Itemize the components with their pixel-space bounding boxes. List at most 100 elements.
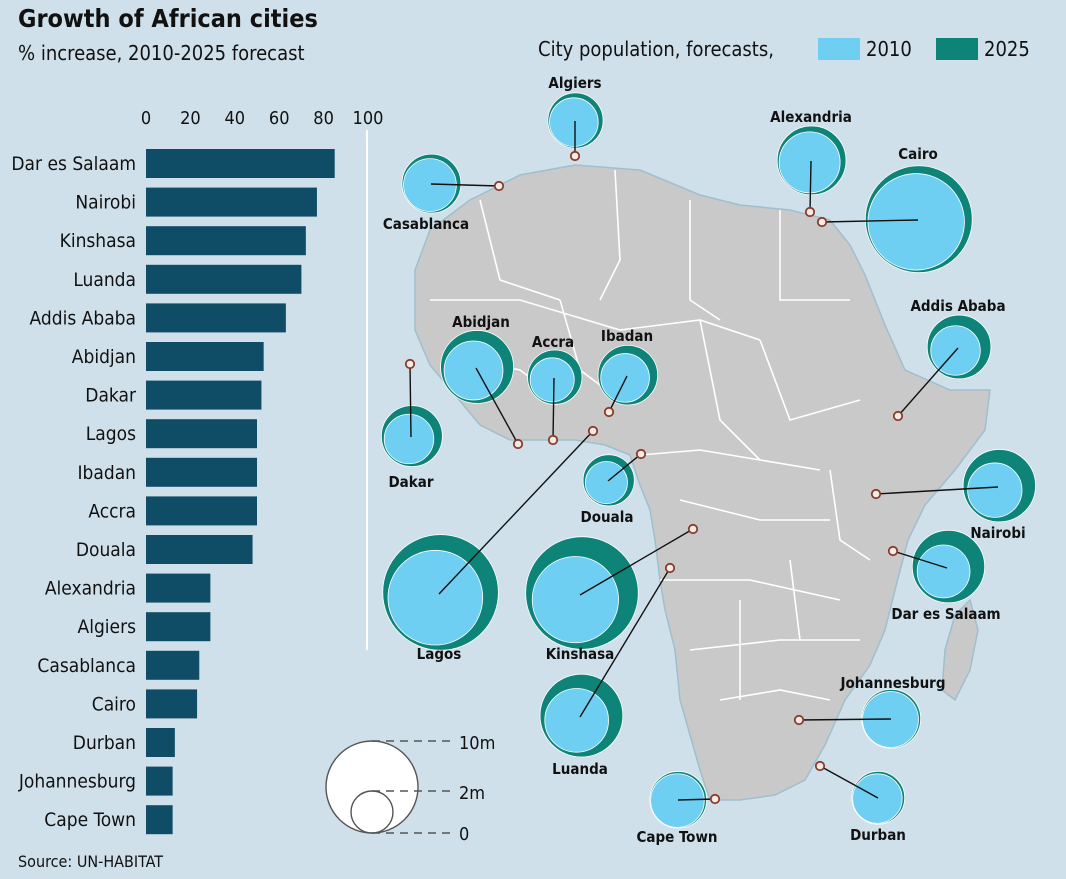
bar-category-label: Casablanca <box>37 655 136 677</box>
city-location-marker <box>887 545 899 557</box>
bar-category-label: Ibadan <box>77 462 136 484</box>
bubble-2010-dar-es-salaam <box>916 544 971 599</box>
leader-line <box>821 219 919 223</box>
city-location-marker <box>892 410 904 422</box>
bar <box>146 612 211 642</box>
bar <box>146 689 198 719</box>
bar-category-label: Abidjan <box>72 346 136 368</box>
city-location-marker <box>709 793 721 805</box>
leader-line <box>897 347 959 417</box>
city-label: Ibadan <box>601 327 653 345</box>
x-tick-label: 60 <box>269 108 290 129</box>
leader-line <box>430 183 500 187</box>
legend-swatch-2025 <box>936 38 978 60</box>
x-tick-label: 40 <box>224 108 245 129</box>
city-label: Nairobi <box>970 524 1025 542</box>
city-labels: Algiers Casablanca Alexandria Cairo Addis Ab… <box>383 74 1026 846</box>
bar <box>146 728 175 757</box>
city-label: Addis Ababa <box>910 297 1005 315</box>
bar-category-label: Luanda <box>73 269 136 291</box>
bar <box>146 535 253 564</box>
bubble-2010-luanda <box>544 688 609 753</box>
size-scale-legend: 10m 2m 0 <box>325 733 495 845</box>
city-label: Algiers <box>548 74 601 92</box>
bubble-2010-algiers <box>549 97 599 147</box>
bubble-2010-alexandria <box>778 131 841 194</box>
city-location-marker <box>816 216 828 228</box>
bar-category-label: Dakar <box>85 385 137 407</box>
bar <box>146 303 286 333</box>
city-label: Accra <box>532 333 574 351</box>
x-tick-label: 20 <box>180 108 201 129</box>
scale-circle-2m <box>350 790 394 834</box>
city-label: Lagos <box>417 645 462 663</box>
bar-x-axis: 0 20 40 60 80 100 <box>141 108 384 129</box>
bubble-2010-abidjan <box>443 340 504 401</box>
city-label: Dar es Salaam <box>891 605 1000 623</box>
leader-line <box>579 528 694 596</box>
bar <box>146 496 257 526</box>
city-markers <box>404 150 904 805</box>
bar-series <box>146 149 335 835</box>
bar-category-label: Cape Town <box>44 809 136 831</box>
legend-swatch-2010 <box>818 38 860 60</box>
bar <box>146 380 262 410</box>
bubble-2010-dakar <box>383 413 435 465</box>
leader-line <box>892 550 948 569</box>
city-location-marker <box>793 714 805 726</box>
city-location-marker <box>603 406 615 418</box>
city-location-marker <box>635 448 647 460</box>
city-location-marker <box>814 760 826 772</box>
scale-label-2m: 2m <box>459 783 485 804</box>
leader-line <box>438 430 594 595</box>
bar-category-label: Durban <box>73 732 136 754</box>
bar <box>146 419 257 449</box>
city-location-marker <box>804 206 816 218</box>
bar <box>146 573 211 603</box>
city-location-marker <box>512 438 524 450</box>
leader-line <box>579 567 671 718</box>
bubble-2010-accra <box>529 357 575 403</box>
bar-category-label: Douala <box>76 539 136 561</box>
city-label: Alexandria <box>770 108 852 126</box>
city-location-marker <box>664 562 676 574</box>
city-location-marker <box>587 425 599 437</box>
city-label: Kinshasa <box>546 645 615 663</box>
bar-category-label: Dar es Salaam <box>11 153 136 175</box>
chart-subtitle: % increase, 2010-2025 forecast <box>18 41 305 65</box>
bar-category-label: Alexandria <box>45 578 136 600</box>
city-location-marker <box>404 358 416 370</box>
city-label: Cairo <box>898 145 938 163</box>
bar-category-label: Johannesburg <box>18 771 136 793</box>
bar <box>146 149 335 178</box>
leader-line <box>677 798 716 801</box>
bar <box>146 766 173 796</box>
legend-title: City population, forecasts, <box>538 37 774 61</box>
legend-label-2025: 2025 <box>984 37 1030 61</box>
bar-category-label: Addis Ababa <box>30 307 137 329</box>
chart-title: Growth of African cities <box>18 4 318 33</box>
city-location-marker <box>870 488 882 500</box>
bubble-2010-douala <box>584 461 628 505</box>
leader-line <box>552 377 555 441</box>
scale-label-0: 0 <box>459 824 469 845</box>
city-label: Luanda <box>552 760 608 778</box>
city-label: Johannesburg <box>840 674 946 692</box>
city-label: Durban <box>850 826 906 844</box>
leader-line <box>875 486 999 495</box>
leader-line <box>608 375 628 413</box>
bar <box>146 457 257 487</box>
city-label: Casablanca <box>383 215 469 233</box>
city-location-marker <box>569 150 581 162</box>
leader-line <box>475 367 519 445</box>
city-bubbles <box>380 92 1036 829</box>
bar-category-label: Algiers <box>78 616 137 638</box>
bubble-2010-cape-town <box>650 773 705 828</box>
leader-line <box>409 363 412 438</box>
bar <box>146 650 200 680</box>
source-note: Source: UN-HABITAT <box>18 852 163 871</box>
population-legend: City population, forecasts, 2010 2025 <box>538 37 1030 61</box>
scale-label-10m: 10m <box>459 733 495 754</box>
bar <box>146 264 302 294</box>
bar <box>146 342 264 371</box>
